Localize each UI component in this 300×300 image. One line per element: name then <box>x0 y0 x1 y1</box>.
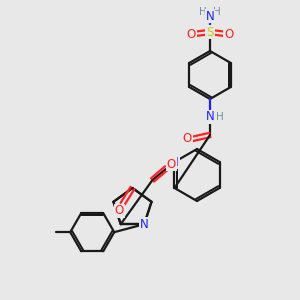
Text: N: N <box>170 155 179 169</box>
Text: O: O <box>186 28 196 41</box>
Text: N: N <box>140 218 148 231</box>
Text: O: O <box>224 28 234 41</box>
Text: O: O <box>115 205 124 218</box>
Text: H: H <box>216 112 224 122</box>
Text: N: N <box>206 110 214 124</box>
Text: S: S <box>206 26 214 38</box>
Text: O: O <box>167 158 176 170</box>
Text: N: N <box>206 10 214 22</box>
Text: H: H <box>199 7 207 17</box>
Text: O: O <box>182 133 192 146</box>
Text: H: H <box>213 7 221 17</box>
